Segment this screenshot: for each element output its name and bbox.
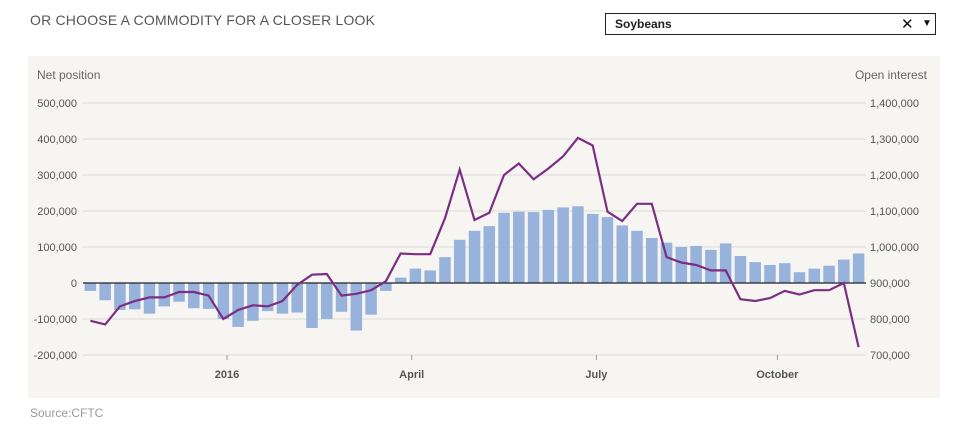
net-position-bar <box>764 265 776 283</box>
net-position-bar <box>350 283 363 331</box>
net-position-bar <box>99 283 111 301</box>
net-position-bar <box>675 247 688 283</box>
net-position-bar <box>646 238 658 283</box>
left-tick-label: -100,000 <box>34 314 77 326</box>
net-position-bar <box>631 230 643 283</box>
net-position-bar <box>601 217 614 283</box>
net-position-bar <box>468 230 481 283</box>
right-tick-label: 1,000,000 <box>870 242 919 254</box>
right-tick-label: 1,200,000 <box>870 170 919 182</box>
net-position-bar <box>513 211 525 283</box>
net-position-bar <box>527 212 540 283</box>
net-position-bar <box>572 206 584 283</box>
net-position-bar <box>557 207 569 283</box>
net-position-bar <box>247 283 259 321</box>
open-interest-line <box>90 136 860 348</box>
net-position-bar <box>734 256 747 283</box>
left-tick-label: 500,000 <box>37 98 77 110</box>
net-position-bar <box>823 265 835 283</box>
commodity-select[interactable]: Soybeans ✕ ▼ <box>605 13 936 35</box>
net-position-bar <box>380 283 392 291</box>
net-position-bar <box>261 283 274 312</box>
left-tick-label: 0 <box>71 278 77 290</box>
net-position-bar <box>586 213 599 283</box>
right-tick-label: 1,300,000 <box>870 134 919 146</box>
source-note: Source:CFTC <box>30 406 104 420</box>
net-position-bar <box>158 283 171 307</box>
left-tick-label: 300,000 <box>37 170 77 182</box>
net-position-bar <box>321 283 333 319</box>
close-icon[interactable]: ✕ <box>901 16 914 33</box>
net-position-bar <box>483 226 496 283</box>
net-position-bar <box>114 283 126 310</box>
right-tick-label: 1,100,000 <box>870 206 919 218</box>
net-position-bar <box>749 262 761 283</box>
net-position-bar <box>616 225 628 283</box>
x-tick-label: 2016 <box>215 369 239 381</box>
net-position-bar <box>128 283 141 310</box>
net-position-bar <box>808 268 821 283</box>
net-position-bar <box>778 263 791 283</box>
net-position-bar <box>542 209 555 283</box>
net-position-bar <box>217 283 230 319</box>
net-position-bar <box>852 253 865 283</box>
right-axis-title: Open interest <box>855 68 928 82</box>
caret-down-icon[interactable]: ▼ <box>922 18 932 29</box>
net-position-bar <box>335 283 348 312</box>
net-position-bar <box>453 239 466 283</box>
x-tick-label: July <box>585 369 608 381</box>
left-tick-label: -200,000 <box>34 350 77 362</box>
net-position-bar <box>793 272 806 283</box>
net-position-bar <box>188 283 200 309</box>
right-tick-label: 1,400,000 <box>870 98 919 110</box>
x-tick-label: October <box>756 369 799 381</box>
right-tick-label: 900,000 <box>870 278 910 290</box>
x-tick-label: April <box>399 369 424 381</box>
commodity-prompt: OR CHOOSE A COMMODITY FOR A CLOSER LOOK <box>30 12 376 28</box>
net-position-bar <box>409 268 422 283</box>
right-tick-label: 800,000 <box>870 314 910 326</box>
net-position-bar <box>394 277 407 283</box>
net-position-bar <box>838 259 850 283</box>
net-position-bar <box>291 283 303 313</box>
net-position-bar <box>424 270 436 283</box>
left-tick-label: 400,000 <box>37 134 77 146</box>
chart-svg: 500,000 400,000 300,000 200,000 100,000 0 -100… <box>34 68 928 381</box>
net-position-bar <box>719 243 732 283</box>
right-tick-label: 700,000 <box>870 350 910 362</box>
net-position-bar <box>705 249 717 283</box>
left-axis-title: Net position <box>37 68 100 82</box>
net-position-bar <box>276 283 289 314</box>
chart-panel: 500,000 400,000 300,000 200,000 100,000 0 -100… <box>28 56 940 398</box>
net-position-bar <box>84 283 97 291</box>
net-position-bar <box>306 283 318 328</box>
net-position-bar <box>498 212 510 283</box>
net-position-bar <box>365 283 377 315</box>
left-tick-label: 100,000 <box>37 242 77 254</box>
net-position-bar <box>439 257 451 283</box>
commodity-select-value: Soybeans <box>615 17 672 31</box>
net-position-bar <box>660 242 673 283</box>
net-position-bar <box>232 283 244 327</box>
left-tick-label: 200,000 <box>37 206 77 218</box>
